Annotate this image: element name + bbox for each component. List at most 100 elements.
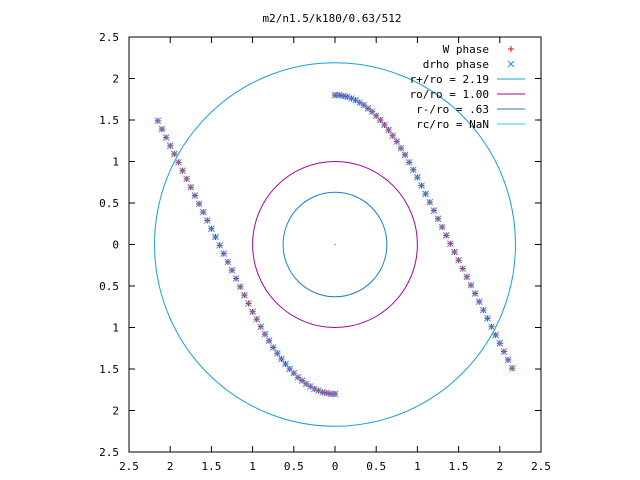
drho-phase-point [389, 132, 397, 140]
drho-phase-point [488, 323, 495, 331]
drho-phase-point [253, 315, 261, 323]
drho-phase-point [484, 315, 491, 322]
drho-phase-point [381, 121, 388, 129]
drho-phase-point [220, 250, 228, 257]
drho-phase-point [508, 364, 516, 372]
drho-phase-point [504, 356, 512, 364]
drho-phase-point [455, 256, 462, 264]
drho-phase-point [319, 388, 326, 396]
drho-phase-point [405, 158, 413, 166]
drho-phase-point [224, 258, 232, 266]
circle-r-ro-2-19 [154, 62, 516, 427]
drho-phase-point [208, 225, 215, 233]
drho-phase-point [360, 101, 368, 109]
drho-phase-point [203, 217, 211, 224]
legend-entry: drho phase [423, 58, 515, 71]
drho-phase-point [401, 151, 409, 159]
y-tick-label: 0.5 [99, 280, 119, 293]
drho-phase-point [496, 339, 504, 347]
drho-phase-point [376, 116, 384, 124]
y-tick-label: 1.5 [99, 114, 119, 127]
drho-phase-point [409, 166, 417, 174]
circle-ro-ro-1-00 [252, 161, 418, 328]
legend-label: r-/ro = .63 [416, 103, 489, 116]
drho-phase-point [158, 125, 166, 133]
drho-phase-point [245, 300, 252, 307]
y-tick-label: 0 [112, 239, 119, 252]
drho-phase-point [327, 390, 335, 398]
drho-phase-point [302, 380, 310, 388]
drho-phase-point [434, 215, 442, 223]
drho-phase-point [228, 266, 236, 274]
drho-phase-point [348, 95, 355, 102]
drho-phase-point [447, 240, 454, 248]
legend-label: ro/ro = 1.00 [410, 88, 489, 101]
drho-phase-point [422, 190, 429, 198]
drho-phase-point [323, 389, 331, 397]
drho-phase-point [500, 348, 508, 355]
y-tick-label: 1 [112, 156, 119, 169]
drho-phase-point [195, 200, 203, 208]
legend: W phase drho phase r+/ro = 2.19 ro/ro = 1.0… [410, 43, 525, 131]
drho-phase-point [397, 144, 405, 152]
legend-label: W phase [443, 43, 489, 56]
y-tick-label: 2 [112, 405, 119, 418]
y-tick-label: 1 [112, 322, 119, 335]
drho-phase-point [335, 91, 343, 99]
legend-entry: r-/ro = .63 [416, 103, 525, 116]
drho-phase-point [451, 248, 458, 256]
x-tick-label: 0 [332, 460, 339, 473]
chart-title: m2/n1.5/k180/0.63/512 [262, 12, 401, 25]
legend-entry: W phase [443, 43, 514, 56]
drho-phase-point [475, 298, 483, 306]
legend-entry: rc/ro = NaN [416, 118, 525, 131]
drho-phase-point [179, 167, 186, 174]
drho-phase-point [154, 117, 162, 125]
drho-phase-point [492, 331, 500, 339]
y-tick-label: 2 [112, 73, 119, 86]
drho-phase-point [315, 387, 322, 394]
drho-phase-point [261, 330, 269, 338]
drho-phase-point [286, 365, 294, 373]
drho-phase-point [269, 344, 277, 351]
drho-phase-point [236, 283, 244, 291]
data-points [154, 91, 516, 398]
x-tick-label: 1.5 [201, 460, 221, 473]
drho-phase-point [257, 323, 265, 331]
drho-phase-point [282, 360, 289, 368]
y-tick-label: 0.5 [99, 197, 119, 210]
drho-phase-point [471, 290, 479, 297]
x-tick-label: 0.5 [366, 460, 386, 473]
drho-phase-point [344, 93, 351, 101]
drho-phase-point [339, 92, 347, 100]
drho-phase-point [426, 198, 434, 206]
drho-phase-point [175, 158, 182, 166]
drho-phase-point [183, 175, 191, 183]
drho-phase-point [232, 275, 240, 282]
x-tick-label: 2.5 [531, 460, 551, 473]
drho-phase-point [241, 291, 248, 299]
legend-entry: ro/ro = 1.00 [410, 88, 525, 101]
drho-phase-point [459, 265, 467, 272]
drho-phase-point [385, 126, 392, 134]
x-tick-label: 2.5 [119, 460, 139, 473]
drho-phase-point [170, 150, 178, 158]
x-tick-label: 2 [167, 460, 174, 473]
drho-phase-point [212, 233, 219, 241]
drho-phase-point [187, 183, 195, 191]
drho-phase-point [430, 207, 438, 214]
drho-phase-point [216, 241, 223, 249]
x-tick-label: 1 [249, 460, 256, 473]
drho-phase-point [249, 308, 256, 316]
drho-phase-point [273, 349, 281, 357]
y-tick-label: 2.5 [99, 446, 119, 459]
drho-phase-point [418, 182, 425, 189]
drho-phase-point [364, 105, 372, 112]
drho-phase-point [442, 232, 450, 239]
x-tick-label: 0.5 [284, 460, 304, 473]
legend-label: drho phase [423, 58, 489, 71]
drho-phase-point [311, 385, 318, 393]
drho-phase-point [438, 223, 446, 231]
drho-phase-point [191, 192, 199, 199]
drho-phase-point [356, 99, 364, 106]
